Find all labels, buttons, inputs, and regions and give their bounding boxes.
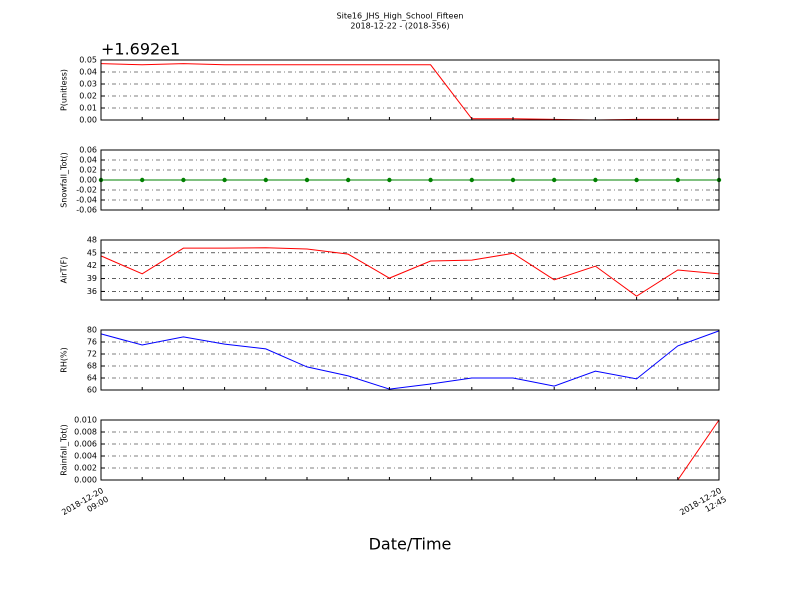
data-point — [387, 177, 392, 183]
y-tick-label: 76 — [87, 338, 97, 347]
data-point — [552, 177, 557, 183]
y-tick-label: 48 — [87, 236, 97, 245]
y-tick-label: -0.06 — [76, 206, 97, 215]
y-tick-label: 0.004 — [74, 452, 97, 461]
plot-frame — [100, 149, 720, 211]
y-tick-label: -0.04 — [76, 196, 97, 205]
y-tick-label: 60 — [87, 386, 97, 395]
y-tick-label: 42 — [87, 261, 97, 270]
data-line — [101, 419, 720, 481]
data-line — [100, 247, 720, 297]
plot-frame — [100, 59, 720, 121]
y-tick-label: 45 — [87, 248, 97, 257]
data-point — [469, 177, 474, 183]
y-tick-label: 0.01 — [79, 104, 97, 113]
y-tick-label: 0.010 — [74, 416, 97, 425]
data-point — [675, 177, 680, 183]
data-point — [222, 177, 227, 183]
plot-frame — [100, 239, 720, 301]
y-tick-label: 0.03 — [79, 80, 97, 89]
y-tick-label: 0.06 — [79, 146, 97, 155]
y-tick-label: -0.02 — [76, 186, 97, 195]
y-tick-label: 0.006 — [74, 440, 97, 449]
plot-frame — [100, 419, 720, 481]
y-tick-label: 64 — [87, 374, 97, 383]
y-tick-label: 0.04 — [79, 156, 97, 165]
y-tick-label: 0.04 — [79, 68, 97, 77]
y-axis-label: Snowfall_Tot() — [60, 152, 69, 208]
y-axis-label: AirT(F) — [60, 257, 69, 284]
chart-title: Site16_JHS_High_School_Fifteen — [337, 12, 464, 21]
y-tick-label: 0.02 — [79, 92, 97, 101]
y-tick-label: 80 — [87, 326, 97, 335]
y-tick-label: 0.000 — [74, 476, 97, 485]
data-point — [428, 177, 433, 183]
data-point — [181, 177, 186, 183]
x-axis-label: Date/Time — [369, 535, 452, 554]
y-tick-label: 0.002 — [74, 464, 97, 473]
y-tick-label: 36 — [87, 287, 97, 296]
offset-label: +1.692e1 — [101, 40, 180, 59]
y-tick-label: 39 — [87, 274, 97, 283]
y-axis-label: Rainfall_Tot() — [60, 424, 69, 476]
chart-subtitle: 2018-12-22 - (2018-356) — [350, 22, 449, 31]
data-point — [263, 177, 268, 183]
data-point — [510, 177, 516, 183]
data-line — [100, 330, 720, 390]
data-point — [593, 177, 598, 183]
y-tick-label: 72 — [87, 350, 97, 359]
data-point — [634, 177, 639, 183]
data-point — [140, 177, 145, 183]
y-tick-label: 68 — [87, 362, 97, 371]
y-tick-label: 0.05 — [79, 56, 97, 65]
y-tick-label: 0.00 — [79, 176, 97, 185]
y-axis-label: RH(%) — [60, 347, 69, 372]
data-point — [346, 177, 351, 183]
y-axis-label: P(unitless) — [60, 69, 69, 111]
y-tick-label: 0.008 — [74, 428, 97, 437]
y-tick-label: 0.02 — [79, 166, 97, 175]
data-point — [304, 177, 310, 183]
plot-frame — [100, 329, 720, 391]
y-tick-label: 0.00 — [79, 116, 97, 125]
